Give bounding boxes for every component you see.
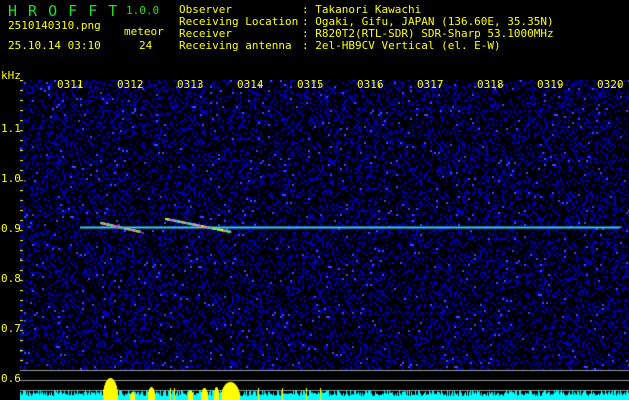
x-tick-label: 0311 — [57, 78, 84, 91]
x-tick-label: 0317 — [417, 78, 444, 91]
x-tick-label: 0312 — [117, 78, 144, 91]
spectrogram — [20, 80, 629, 400]
y-tick-label: 0.8 — [1, 272, 21, 285]
y-tick-label: 1.0 — [1, 172, 21, 185]
info-value: : Takanori Kawachi — [302, 3, 422, 16]
datetime: 25.10.14 03:10 — [8, 39, 101, 52]
x-tick-label: 0313 — [177, 78, 204, 91]
y-tick-label: 1.1 — [1, 122, 21, 135]
meteor-label: meteor — [124, 25, 164, 38]
y-tick-label: 0.6 — [1, 372, 21, 385]
x-tick-label: 0314 — [237, 78, 264, 91]
app-title: H R O F F T — [8, 2, 119, 20]
filename: 2510140310.png — [8, 19, 101, 32]
app-version: 1.0.0 — [126, 4, 160, 17]
info-label: Observer — [179, 3, 232, 16]
x-tick-label: 0319 — [537, 78, 564, 91]
info-label: Receiver — [179, 27, 232, 40]
y-tick-label: 0.7 — [1, 322, 21, 335]
meteor-count: 24 — [139, 39, 153, 52]
info-value: : Ogaki, Gifu, JAPAN (136.60E, 35.35N) — [302, 15, 554, 28]
info-value: : 2el-HB9CV Vertical (el. E-W) — [302, 39, 501, 52]
y-tick-label: 0.9 — [1, 222, 21, 235]
x-tick-label: 0320 — [597, 78, 624, 91]
x-tick-label: 0316 — [357, 78, 384, 91]
x-tick-label: 0315 — [297, 78, 324, 91]
info-value: : R820T2(RTL-SDR) SDR-Sharp 53.1000MHz — [302, 27, 554, 40]
y-unit-label: kHz — [1, 69, 21, 82]
info-label: Receiving antenna — [179, 39, 292, 52]
info-label: Receiving Location — [179, 15, 299, 28]
x-tick-label: 0318 — [477, 78, 504, 91]
